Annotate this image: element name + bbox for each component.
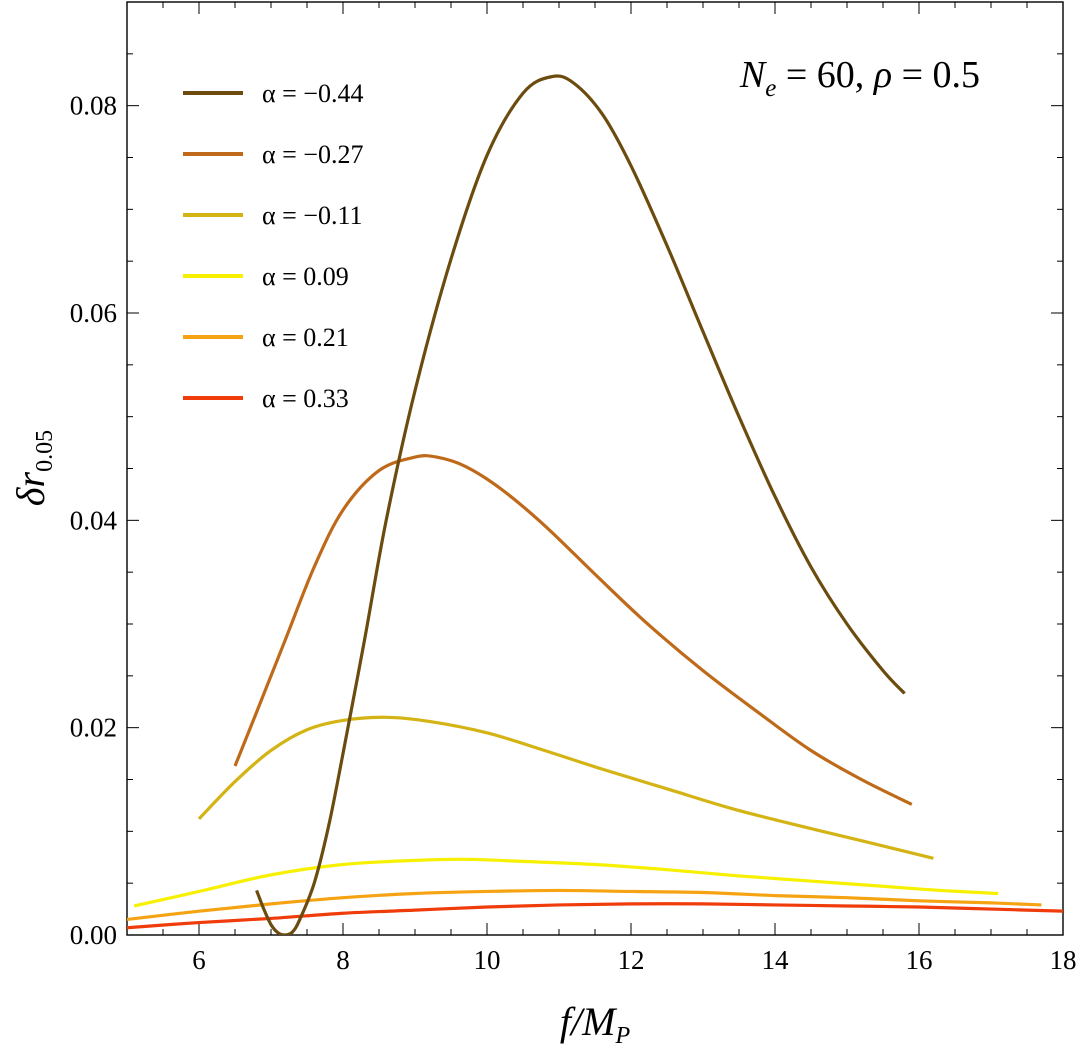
series-line-6 bbox=[127, 902, 1063, 930]
y-tick-label: 0.02 bbox=[70, 713, 117, 743]
series-line-4 bbox=[133, 857, 999, 908]
legend-label: α = 0.33 bbox=[262, 384, 349, 413]
series-line-3 bbox=[197, 715, 934, 860]
series-line-1 bbox=[255, 74, 906, 935]
series-line-2 bbox=[233, 454, 913, 806]
legend-label: α = 0.09 bbox=[262, 262, 349, 291]
series-layer bbox=[127, 74, 1063, 935]
legend-label: α = −0.27 bbox=[262, 140, 363, 169]
annotation-text: Ne = 60, ρ = 0.5 bbox=[739, 54, 980, 102]
legend-label: α = −0.11 bbox=[262, 201, 362, 230]
x-tick-label: 10 bbox=[474, 945, 501, 975]
x-tick-label: 8 bbox=[336, 945, 350, 975]
axis-ticks: 6 8 10 12 14 16 18 0.00 0.02 0.04 0.06 0.08 bbox=[70, 1, 1077, 975]
legend-label: α = 0.21 bbox=[262, 323, 349, 352]
x-tick-label: 6 bbox=[192, 945, 206, 975]
x-axis-label: f/MP bbox=[560, 999, 631, 1048]
series-line-5 bbox=[127, 888, 1042, 922]
x-tick-label: 12 bbox=[618, 945, 645, 975]
legend: α = −0.44 α = −0.27 α = −0.11 α = 0.09 α = 0… bbox=[183, 79, 363, 413]
y-tick-label: 0.08 bbox=[70, 91, 117, 121]
y-tick-label: 0.00 bbox=[70, 920, 117, 950]
y-axis-label: δr0.05 bbox=[8, 430, 58, 506]
y-tick-label: 0.04 bbox=[70, 505, 118, 535]
x-tick-label: 14 bbox=[762, 945, 790, 975]
legend-label: α = −0.44 bbox=[262, 79, 363, 108]
x-tick-label: 16 bbox=[906, 945, 933, 975]
x-tick-label: 18 bbox=[1050, 945, 1077, 975]
y-tick-label: 0.06 bbox=[70, 298, 117, 328]
